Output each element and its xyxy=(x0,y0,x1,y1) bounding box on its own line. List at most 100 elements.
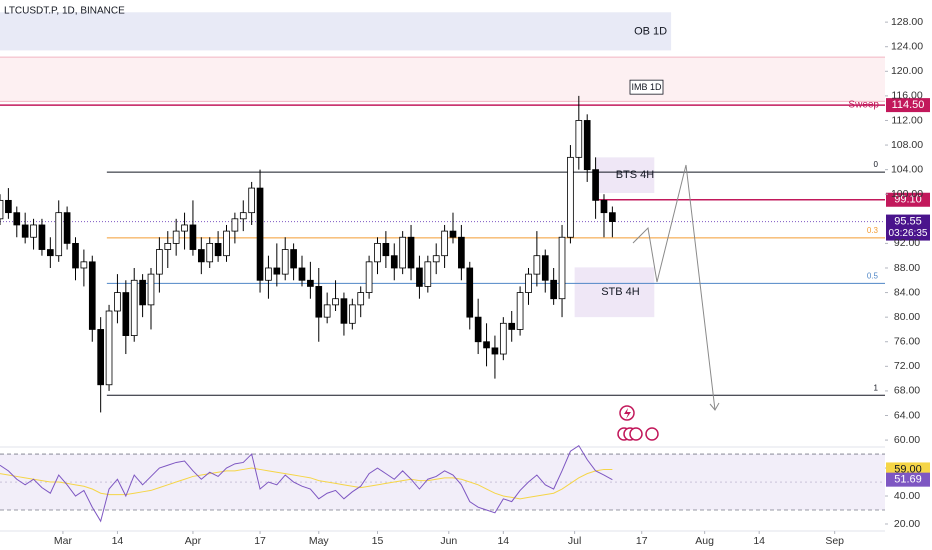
candle-body xyxy=(265,267,272,281)
candle-body xyxy=(130,279,138,336)
candle-body xyxy=(114,292,121,312)
levels: 0 0.3 0.5 1 Sweep xyxy=(0,100,885,396)
x-tick-label: Sep xyxy=(825,535,844,547)
candle-body xyxy=(122,292,130,336)
candle-body xyxy=(609,212,616,222)
zone xyxy=(0,12,672,51)
zone xyxy=(574,267,655,318)
symbol-title: LTCUSDT.P, 1D, BINANCE xyxy=(4,6,125,17)
candle-body xyxy=(256,187,264,281)
sweep-price-box xyxy=(886,98,930,113)
y-tick-label: 108.00 xyxy=(891,139,923,151)
candle-body xyxy=(407,236,415,269)
rsi-ma-value: 59.00 xyxy=(894,463,922,475)
candle-body xyxy=(88,261,96,330)
candle-body xyxy=(206,242,214,263)
candle-body xyxy=(340,298,348,324)
candle-body xyxy=(416,267,423,287)
x-tick-label: 14 xyxy=(753,535,765,547)
candle-body xyxy=(449,230,457,238)
candle-body xyxy=(508,322,516,330)
candle-body xyxy=(72,242,79,269)
y-tick-label: 72.00 xyxy=(894,360,920,372)
candle-body xyxy=(164,242,172,250)
candle-body xyxy=(239,212,247,220)
y-tick-label: 116.00 xyxy=(891,90,922,102)
fib-label: 1 xyxy=(874,383,879,392)
y-tick-label: 60.00 xyxy=(894,434,920,446)
candle-body xyxy=(499,322,507,355)
candle-body xyxy=(592,169,599,201)
last-price: 95.55 xyxy=(894,215,922,227)
zone-label: STB 4H xyxy=(601,286,640,298)
level-price-box xyxy=(886,192,930,207)
projection-arrow xyxy=(709,402,720,411)
candle-body xyxy=(533,255,541,275)
candle-body xyxy=(558,236,566,300)
candle-body xyxy=(189,224,197,250)
candle-body xyxy=(424,261,432,287)
rsi-tick-label: 40.00 xyxy=(894,490,920,502)
sweep-price: 114.50 xyxy=(892,99,925,111)
candle-body xyxy=(583,120,591,171)
fib-label: 0.5 xyxy=(867,271,879,280)
sweep-label: Sweep xyxy=(848,100,879,111)
last-price-box xyxy=(886,214,930,241)
candle-body xyxy=(458,236,465,269)
zone xyxy=(595,157,655,193)
candle-body xyxy=(181,224,188,232)
y-tick-label: 120.00 xyxy=(891,65,923,77)
candle-body xyxy=(441,230,448,257)
y-tick-label: 104.00 xyxy=(891,163,923,175)
candle-body xyxy=(374,242,381,263)
event-flag[interactable] xyxy=(629,427,643,441)
rsi-tick-label: 20.00 xyxy=(894,518,920,530)
candle-body xyxy=(231,218,239,232)
countdown: 03:26:35 xyxy=(889,228,928,239)
candle-body xyxy=(390,255,398,269)
candle-body xyxy=(550,279,557,300)
candle-body xyxy=(273,267,281,275)
y-tick-label: 124.00 xyxy=(891,40,923,52)
event-flag[interactable] xyxy=(645,427,659,441)
candle-body xyxy=(21,224,29,238)
candle-body xyxy=(399,236,406,269)
candle-body xyxy=(30,224,37,238)
fib-label: 0 xyxy=(874,160,879,169)
x-tick-label: Jul xyxy=(568,535,581,547)
event-icon-bolt xyxy=(624,408,631,419)
rsi-box xyxy=(886,472,930,487)
y-tick-label: 64.00 xyxy=(894,409,920,421)
candle-body xyxy=(248,187,255,214)
x-tick-label: 15 xyxy=(372,535,384,547)
y-tick-label: 80.00 xyxy=(894,311,920,323)
event-icon[interactable] xyxy=(619,405,635,421)
x-tick-label: Aug xyxy=(695,535,714,547)
candle-body xyxy=(214,242,222,257)
candle-body xyxy=(483,341,490,349)
rsi-panel xyxy=(0,444,885,523)
zone-label-box xyxy=(629,79,664,95)
y-tick-label: 112.00 xyxy=(891,114,922,126)
y-tick-label: 128.00 xyxy=(891,16,923,28)
candle-body xyxy=(474,316,482,343)
x-tick-label: 17 xyxy=(254,535,266,547)
candle-body xyxy=(525,273,532,293)
candle-body xyxy=(46,249,54,257)
candle-body xyxy=(600,199,608,214)
candles xyxy=(0,95,616,413)
candle-body xyxy=(298,267,306,281)
zones: OB 1D IMB 1D BTS 4H STB 4H xyxy=(0,12,885,318)
candle-body xyxy=(332,298,339,306)
zone-label: IMB 1D xyxy=(631,82,662,92)
candle-body xyxy=(0,199,4,220)
candle-body xyxy=(55,212,63,257)
x-tick-label: Mar xyxy=(54,535,73,547)
candle-body xyxy=(156,249,163,275)
candle-body xyxy=(365,261,373,293)
y-tick-label: 100.00 xyxy=(891,188,923,200)
projection-path xyxy=(632,164,716,411)
x-tick-label: May xyxy=(309,535,330,547)
